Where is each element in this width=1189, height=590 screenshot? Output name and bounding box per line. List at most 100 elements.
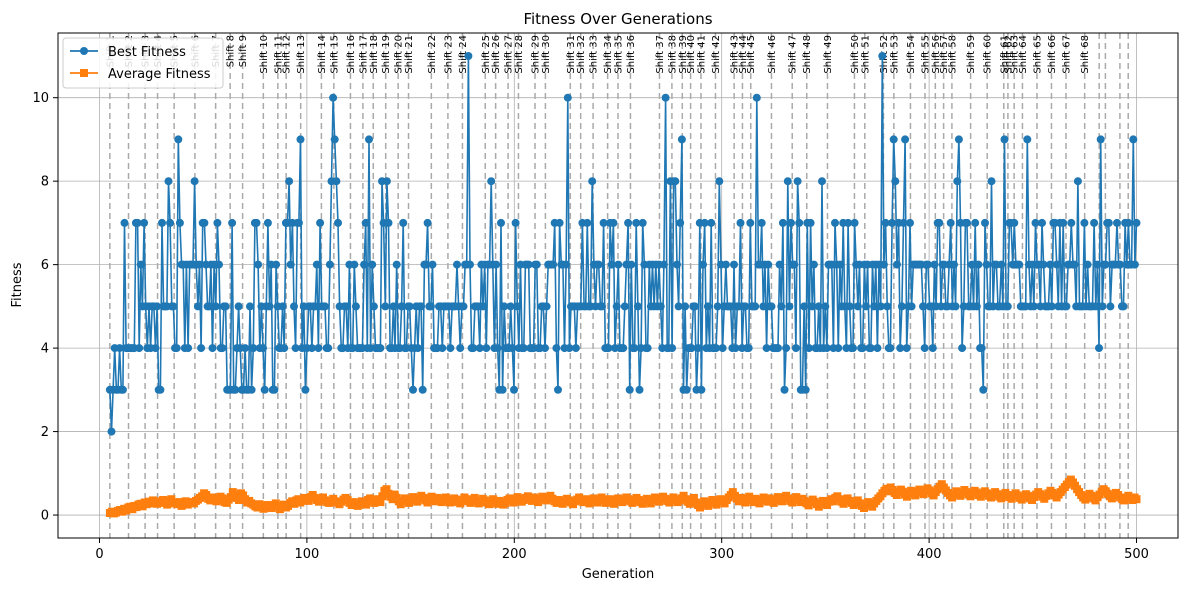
best-fitness-point bbox=[726, 302, 735, 311]
best-fitness-point bbox=[301, 385, 310, 394]
x-tick-label: 300 bbox=[709, 547, 734, 562]
shift-label: Shift 8 bbox=[226, 35, 237, 67]
shift-label: Shift 9 bbox=[238, 35, 249, 67]
best-fitness-point bbox=[278, 302, 287, 311]
shift-label: Shift 39 bbox=[678, 35, 689, 74]
best-fitness-point bbox=[330, 135, 339, 144]
best-fitness-point bbox=[571, 344, 580, 353]
best-fitness-point bbox=[1070, 260, 1079, 269]
best-fitness-point bbox=[1090, 218, 1099, 227]
shift-label: Shift 55 bbox=[920, 35, 931, 74]
best-fitness-point bbox=[1104, 218, 1113, 227]
best-fitness-point bbox=[508, 344, 517, 353]
legend-average-label: Average Fitness bbox=[108, 67, 211, 82]
shift-label: Shift 49 bbox=[823, 35, 834, 74]
best-fitness-point bbox=[351, 302, 360, 311]
best-fitness-point bbox=[835, 260, 844, 269]
best-fitness-point bbox=[744, 344, 753, 353]
best-fitness-point bbox=[950, 260, 958, 269]
best-fitness-point bbox=[806, 218, 815, 227]
best-fitness-point bbox=[821, 302, 830, 311]
best-fitness-point bbox=[213, 218, 222, 227]
best-fitness-point bbox=[115, 344, 124, 353]
best-fitness-point bbox=[759, 302, 768, 311]
best-fitness-point bbox=[907, 302, 916, 311]
best-fitness-point bbox=[1116, 260, 1125, 269]
best-fitness-point bbox=[265, 302, 274, 311]
best-fitness-point bbox=[886, 344, 895, 353]
best-fitness-point bbox=[801, 385, 810, 394]
best-fitness-point bbox=[604, 344, 613, 353]
best-fitness-point bbox=[712, 344, 721, 353]
best-fitness-point bbox=[459, 302, 468, 311]
best-fitness-point bbox=[524, 260, 533, 269]
best-fitness-point bbox=[671, 177, 680, 186]
best-fitness-point bbox=[511, 218, 520, 227]
best-fitness-point bbox=[767, 302, 776, 311]
best-fitness-point bbox=[785, 302, 794, 311]
best-fitness-point bbox=[205, 302, 214, 311]
shift-label: Shift 44 bbox=[738, 35, 749, 74]
best-fitness-point bbox=[677, 135, 686, 144]
best-fitness-point bbox=[876, 302, 885, 311]
best-fitness-point bbox=[741, 302, 750, 311]
best-fitness-point bbox=[231, 385, 240, 394]
best-fitness-point bbox=[140, 218, 149, 227]
best-fitness-point bbox=[428, 260, 437, 269]
shift-label: Shift 12 bbox=[282, 35, 293, 74]
best-fitness-point bbox=[555, 218, 564, 227]
best-fitness-point bbox=[565, 344, 574, 353]
best-fitness-point bbox=[487, 177, 496, 186]
shift-label: Shift 14 bbox=[317, 35, 328, 74]
best-fitness-point bbox=[1093, 260, 1102, 269]
best-fitness-point bbox=[891, 177, 900, 186]
legend: Best Fitness Average Fitness bbox=[62, 37, 224, 89]
best-fitness-point bbox=[659, 260, 668, 269]
shift-label: Shift 67 bbox=[1062, 35, 1073, 74]
best-fitness-point bbox=[793, 177, 802, 186]
best-fitness-point bbox=[260, 385, 269, 394]
best-fitness-point bbox=[376, 344, 385, 353]
best-fitness-point bbox=[783, 177, 792, 186]
best-fitness-point bbox=[1047, 302, 1056, 311]
best-fitness-point bbox=[849, 344, 857, 353]
best-fitness-point bbox=[624, 218, 633, 227]
best-fitness-point bbox=[1098, 302, 1107, 311]
best-fitness-point bbox=[920, 344, 929, 353]
shift-label: Shift 50 bbox=[850, 35, 861, 74]
best-fitness-point bbox=[413, 344, 422, 353]
legend-average-marker bbox=[80, 69, 88, 77]
y-tick-label: 10 bbox=[32, 91, 49, 106]
best-fitness-point bbox=[158, 218, 166, 227]
best-fitness-point bbox=[888, 218, 897, 227]
average-fitness-point bbox=[378, 492, 387, 501]
best-fitness-point bbox=[1003, 302, 1012, 311]
shift-label: Shift 46 bbox=[767, 35, 778, 74]
best-fitness-point bbox=[594, 260, 603, 269]
best-fitness-point bbox=[409, 385, 417, 394]
best-fitness-point bbox=[1062, 302, 1071, 311]
best-fitness-point bbox=[329, 93, 338, 102]
best-fitness-point bbox=[513, 302, 522, 311]
best-fitness-point bbox=[730, 260, 738, 269]
best-fitness-point bbox=[977, 344, 986, 353]
best-fitness-point bbox=[923, 260, 932, 269]
best-fitness-point bbox=[736, 218, 745, 227]
x-tick-label: 500 bbox=[1124, 547, 1149, 562]
best-fitness-point bbox=[878, 52, 887, 60]
x-tick-label: 0 bbox=[95, 547, 103, 562]
best-fitness-point bbox=[906, 218, 914, 227]
best-fitness-point bbox=[197, 344, 206, 353]
best-fitness-point bbox=[795, 218, 804, 227]
shift-label: Shift 40 bbox=[686, 35, 697, 74]
best-fitness-point bbox=[1067, 218, 1076, 227]
best-fitness-point bbox=[1106, 302, 1115, 311]
shift-label: Shift 34 bbox=[603, 35, 614, 74]
best-fitness-point bbox=[259, 344, 267, 353]
best-fitness-point bbox=[721, 260, 730, 269]
best-fitness-point bbox=[674, 302, 683, 311]
best-fitness-point bbox=[809, 260, 818, 269]
best-fitness-point bbox=[687, 344, 696, 353]
best-fitness-point bbox=[314, 344, 323, 353]
best-fitness-point bbox=[1010, 218, 1019, 227]
